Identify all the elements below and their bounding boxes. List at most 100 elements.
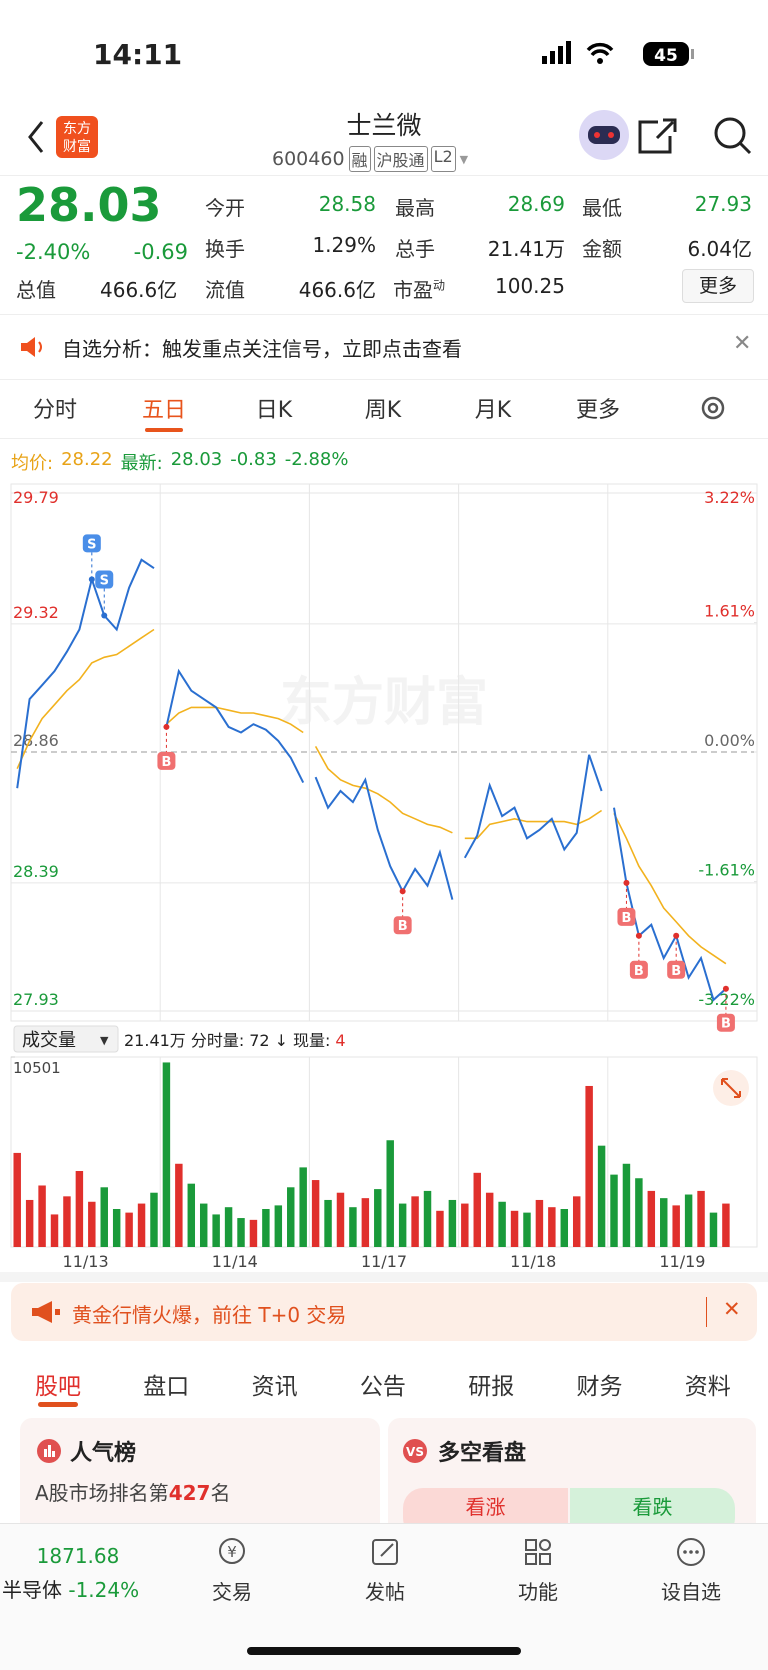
bottom-tab[interactable]: 财务 [576, 1374, 623, 1400]
vol-bar [560, 1209, 569, 1247]
vol-bar [237, 1218, 245, 1247]
bottom-tab[interactable]: 公告 [359, 1374, 406, 1400]
vol-bar [498, 1201, 506, 1247]
marker-badge [157, 751, 176, 770]
vol-bar [448, 1199, 457, 1247]
vol-bar [697, 1190, 705, 1247]
index-value[interactable]: 1871.68 [36, 1544, 120, 1568]
field-label-text: 最低 [582, 196, 622, 220]
marker-label: B [721, 1017, 731, 1032]
field-value: 466.6亿 [298, 278, 376, 302]
nav-item[interactable]: 设自选 [661, 1580, 721, 1604]
marker-label: B [671, 964, 681, 979]
tab[interactable]: 分时 [32, 398, 77, 423]
marker-badge [82, 534, 101, 553]
tag: 沪股通 [373, 146, 428, 172]
vol-bar [572, 1196, 581, 1247]
tab[interactable]: 日K [255, 398, 293, 423]
battery: 45 [654, 46, 678, 66]
field-value: 6.04亿 [687, 237, 752, 261]
change: -0.69 [133, 240, 188, 264]
bottom-tab[interactable]: 资讯 [251, 1374, 298, 1400]
sector-name: 半导体 [2, 1578, 62, 1602]
vol-bar [75, 1171, 84, 1247]
field-value: 28.58 [318, 192, 376, 216]
tags: 融沪股通 L2 [348, 146, 456, 172]
bottom-tab[interactable]: 盘口 [143, 1374, 190, 1400]
vol-bar [374, 1189, 382, 1247]
settings[interactable] [698, 393, 728, 423]
marker-badge [393, 916, 412, 935]
nav-item[interactable]: 功能 [518, 1580, 558, 1604]
vol-tick-label: 10501 [13, 1059, 61, 1077]
rank-pre: A股市场排名第 [35, 1481, 169, 1505]
tab[interactable]: 月K [474, 398, 512, 423]
vol-selector[interactable] [13, 1025, 119, 1053]
vol-bar [50, 1214, 59, 1247]
vol-bar [398, 1203, 407, 1247]
banner[interactable]: 黄金行情火爆，前往 T+0 交易 ✕ [11, 1283, 757, 1341]
marker-badge [95, 570, 114, 589]
bottom-tab[interactable]: 研报 [468, 1374, 515, 1400]
price: 28.03 [16, 178, 162, 232]
tag: L2 [430, 146, 456, 172]
code-line: 600460 融沪股通 L2 ▼ [272, 146, 469, 172]
tab[interactable]: 五日 [141, 398, 186, 423]
vol-bar [112, 1209, 121, 1247]
bottom-tab[interactable]: 股吧 [35, 1374, 81, 1400]
field-value: 28.69 [507, 192, 565, 216]
field-label: 金额 [582, 233, 622, 262]
rank-card[interactable]: 人气榜 A股市场排名第427名 [20, 1418, 380, 1538]
nav-icon[interactable] [675, 1536, 707, 1568]
nav-icon[interactable] [522, 1536, 554, 1568]
field-value: 27.93 [694, 192, 752, 216]
bottom-tab[interactable]: 资料 [684, 1374, 731, 1400]
vol-bar [212, 1214, 220, 1247]
vol-bar [709, 1212, 718, 1247]
nav-left[interactable]: 东方 财富 [20, 112, 100, 162]
nav-icon[interactable] [369, 1536, 401, 1568]
vol-info: 4 [335, 1031, 345, 1050]
tab[interactable]: 更多 [575, 398, 620, 423]
nav-right[interactable] [575, 108, 765, 164]
field-label: 总值 [16, 274, 56, 303]
vol-bar [299, 1167, 307, 1247]
nav-item[interactable]: 发帖 [365, 1580, 405, 1604]
nav-icon[interactable]: ¥ [216, 1536, 248, 1568]
y2-tick-label: -3.22% [698, 990, 755, 1009]
vol-bar [100, 1187, 108, 1247]
vol-bar [585, 1085, 593, 1247]
marker-label: B [398, 919, 408, 934]
y-tick-label: 28.86 [13, 731, 59, 750]
y2-tick-label: 3.22% [704, 488, 755, 507]
vol-bar [684, 1194, 693, 1247]
y2-tick-label: -1.61% [698, 861, 755, 880]
field-label-text: 总值 [16, 278, 56, 302]
more-button[interactable]: 更多 [682, 269, 754, 303]
vs-card[interactable]: VS 多空看盘 看涨 看跌 [388, 1418, 756, 1538]
vol-bar [461, 1203, 469, 1247]
tab[interactable]: 周K [364, 398, 402, 423]
x-tick-label: 11/18 [510, 1252, 556, 1271]
x-tick-label: 11/14 [212, 1252, 258, 1271]
vol-title: 成交量 [22, 1030, 76, 1051]
vol-info: 72 [249, 1031, 269, 1050]
rank-title: 人气榜 [70, 1441, 137, 1466]
expand[interactable] [713, 1070, 749, 1106]
nav-item[interactable]: 交易 [212, 1580, 252, 1604]
vol-bar [523, 1212, 531, 1247]
notice-bar[interactable]: 自选分析：触发重点关注信号，立即点击查看 ✕ [0, 314, 768, 380]
vol-bar [88, 1201, 96, 1247]
vol-bar [336, 1192, 345, 1247]
field-label: 最低 [582, 192, 622, 221]
y-tick-label: 29.79 [13, 488, 59, 507]
sector[interactable]: 半导体 -1.24% [2, 1574, 139, 1603]
field-value: 21.41万 [487, 237, 565, 261]
field-label-text: 市盈 [393, 278, 433, 302]
y2-tick-label: 0.00% [704, 731, 755, 750]
stock-name: 士兰微 [346, 111, 422, 140]
legend-item: 均价: [11, 453, 54, 474]
vol-bar [722, 1203, 730, 1247]
marker-label: B [634, 964, 644, 979]
